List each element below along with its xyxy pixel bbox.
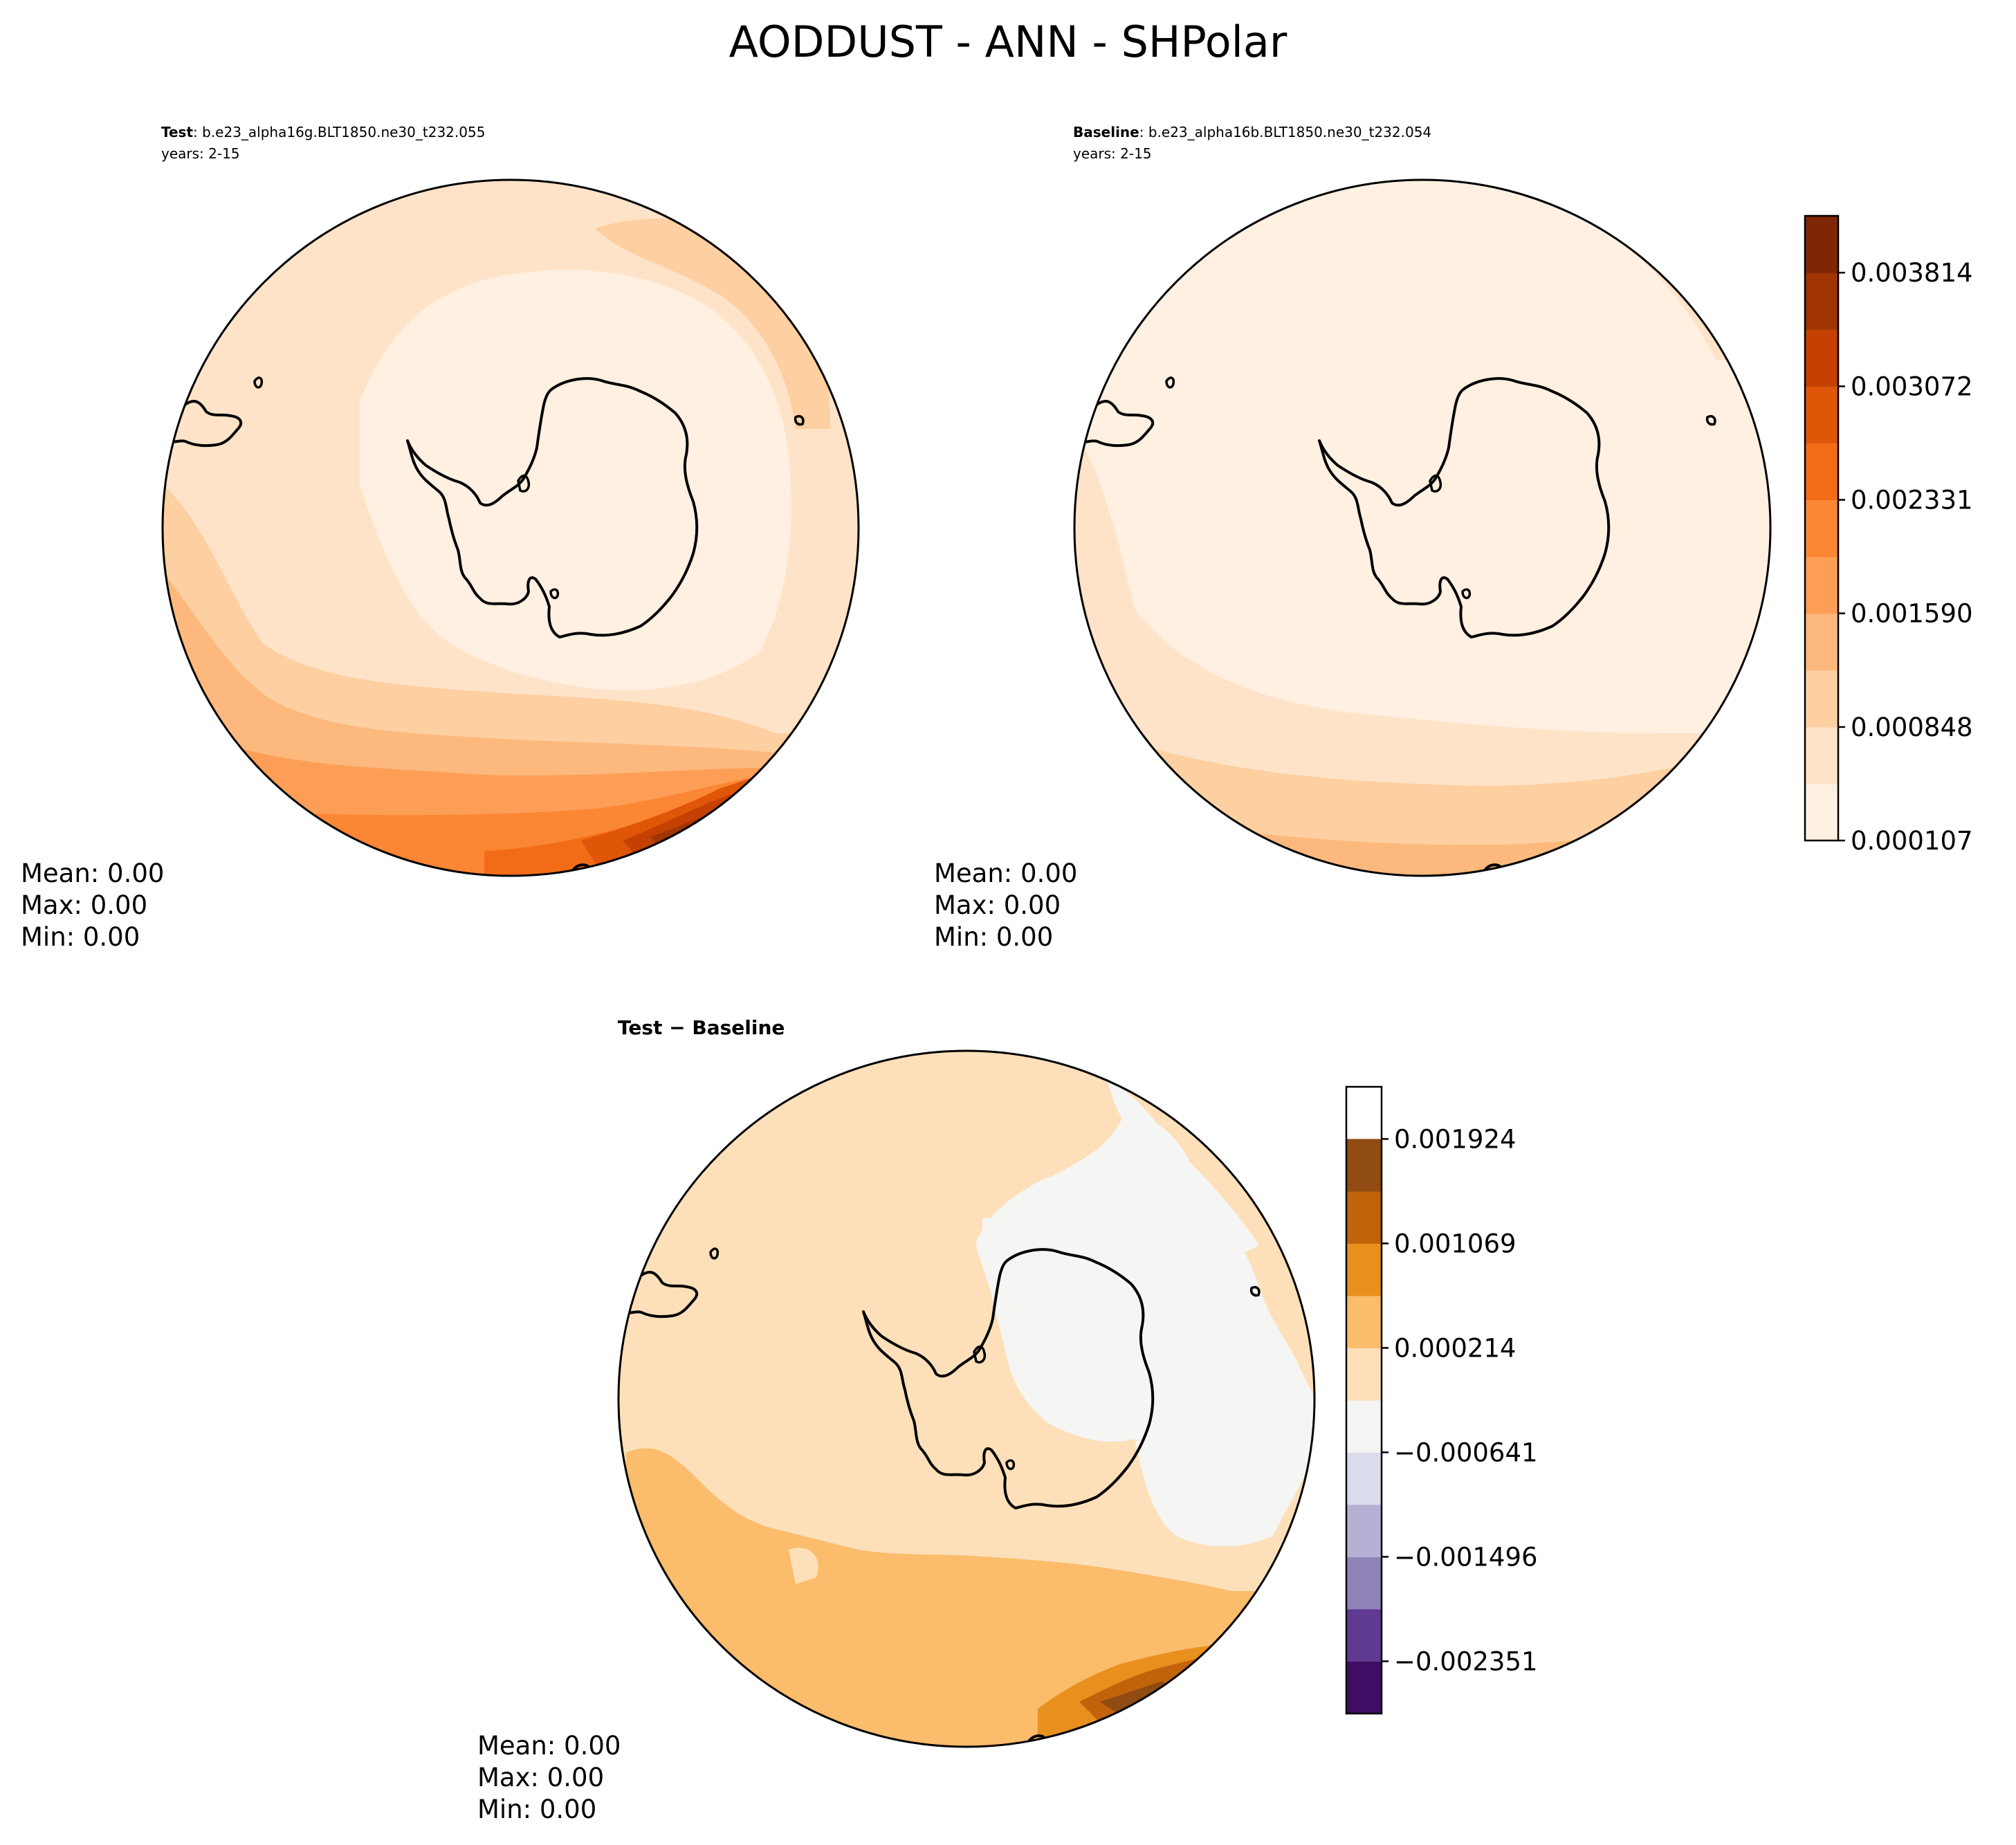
panel-baseline-years: years: 2-15 [1073,145,1152,162]
colorbar-difference-tick-label: −0.001496 [1394,1542,1538,1572]
colorbar-difference-tick-label: 0.000214 [1394,1333,1516,1363]
colorbar-absolute-swatch [1805,443,1838,501]
colorbar-difference-swatch [1346,1191,1382,1244]
colorbar-difference-swatch [1346,1452,1382,1505]
colorbar-absolute-tick-label: 0.001590 [1851,599,1973,629]
panel-test-min: Min: 0.00 [21,922,140,952]
panel-test: Test: b.e23_alpha16g.BLT1850.ne30_t232.0… [21,124,860,952]
colorbar-absolute-swatch [1805,386,1838,443]
colorbar-absolute-swatch [1805,613,1838,671]
colorbar-absolute: 0.000107 0.000848 0.001590 0.002331 0.003072… [1804,214,1973,856]
panel-test-map [163,180,859,876]
panel-diff: Test − Baseline Mean: 0.00 Max: 0.00 Min… [477,1016,1316,1824]
colorbar-difference-swatch [1346,1296,1382,1348]
colorbar-difference-swatch [1346,1243,1382,1296]
colorbar-absolute-tick-label: 0.000107 [1851,826,1973,856]
panel-diff-mean: Mean: 0.00 [477,1731,621,1761]
panel-diff-label: Test − Baseline [618,1016,785,1039]
colorbar-absolute-swatch [1805,216,1838,273]
panel-baseline: Baseline: b.e23_alpha16b.BLT1850.ne30_t2… [934,124,1772,952]
colorbar-difference: −0.002351 −0.001496 −0.000641 0.000214 0.001… [1345,1085,1538,1715]
colorbar-absolute-tick-label: 0.002331 [1851,486,1973,515]
panel-diff-min: Min: 0.00 [477,1794,596,1824]
colorbar-difference-swatch [1346,1504,1382,1557]
panel-test-years: years: 2-15 [161,145,240,162]
colorbar-absolute-frame [1804,214,1840,842]
panel-baseline-map [1074,180,1770,876]
colorbar-difference-swatch [1346,1557,1382,1610]
colorbar-absolute-swatch [1805,726,1838,784]
panel-diff-map [618,1051,1314,1747]
panel-baseline-min: Min: 0.00 [934,922,1053,952]
colorbar-absolute-swatch [1805,783,1838,841]
colorbar-difference-swatch [1346,1608,1382,1662]
colorbar-absolute-swatch [1805,670,1838,728]
colorbar-absolute-swatch [1805,556,1838,614]
panel-baseline-mean: Mean: 0.00 [934,859,1077,888]
colorbar-absolute-swatch [1805,273,1838,330]
colorbar-difference-swatch [1346,1139,1382,1192]
colorbar-difference-swatch [1346,1661,1382,1714]
panel-baseline-label: Baseline: b.e23_alpha16b.BLT1850.ne30_t2… [1073,124,1431,140]
colorbar-difference-frame [1345,1085,1383,1715]
panel-baseline-max: Max: 0.00 [934,890,1061,920]
colorbar-absolute-swatch [1805,499,1838,558]
panel-test-label-bold: Test [161,124,193,140]
panel-baseline-label-run: : b.e23_alpha16b.BLT1850.ne30_t232.054 [1139,124,1431,140]
colorbar-difference-tick-label: 0.001069 [1394,1229,1516,1258]
panel-test-label-run: : b.e23_alpha16g.BLT1850.ne30_t232.055 [193,124,485,140]
panel-baseline-label-bold: Baseline [1073,124,1139,140]
colorbar-difference-tick-label: −0.000641 [1394,1438,1538,1467]
colorbar-difference-tick-label: −0.002351 [1394,1646,1538,1676]
panel-diff-max: Max: 0.00 [477,1763,604,1792]
colorbar-difference-swatch [1346,1400,1382,1453]
colorbar-absolute-tick-label: 0.000848 [1851,713,1973,742]
colorbar-difference-swatch [1346,1348,1382,1401]
colorbar-absolute-tick-label: 0.003072 [1851,371,1973,401]
panel-test-mean: Mean: 0.00 [21,859,164,888]
colorbar-absolute-swatch [1805,329,1838,387]
colorbar-absolute-tick-label: 0.003814 [1851,258,1973,288]
colorbar-difference-tick-label: 0.001924 [1394,1124,1516,1154]
panel-test-label: Test: b.e23_alpha16g.BLT1850.ne30_t232.0… [161,124,485,140]
panel-test-max: Max: 0.00 [21,890,147,920]
figure-title: AODDUST - ANN - SHPolar [729,17,1288,67]
